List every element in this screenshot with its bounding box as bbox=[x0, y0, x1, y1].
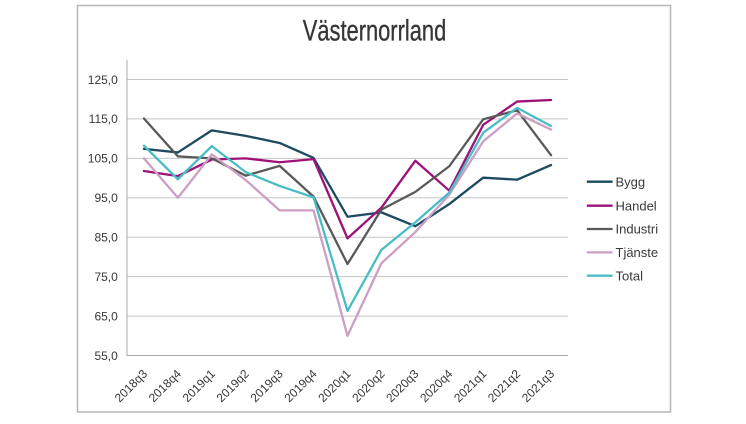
svg-text:75,0: 75,0 bbox=[94, 270, 118, 284]
svg-text:105,0: 105,0 bbox=[88, 152, 118, 166]
svg-text:Handel: Handel bbox=[616, 198, 657, 213]
svg-text:Västernorrland: Västernorrland bbox=[303, 15, 447, 48]
svg-text:Industri: Industri bbox=[616, 222, 659, 237]
svg-text:Tjänste: Tjänste bbox=[616, 245, 659, 260]
svg-text:55,0: 55,0 bbox=[94, 349, 118, 363]
svg-text:85,0: 85,0 bbox=[94, 231, 118, 245]
svg-text:115,0: 115,0 bbox=[89, 112, 118, 126]
svg-text:95,0: 95,0 bbox=[94, 191, 118, 205]
svg-text:65,0: 65,0 bbox=[94, 309, 118, 323]
svg-text:Bygg: Bygg bbox=[616, 174, 646, 189]
svg-text:125,0: 125,0 bbox=[88, 73, 118, 87]
svg-text:Total: Total bbox=[616, 268, 644, 283]
